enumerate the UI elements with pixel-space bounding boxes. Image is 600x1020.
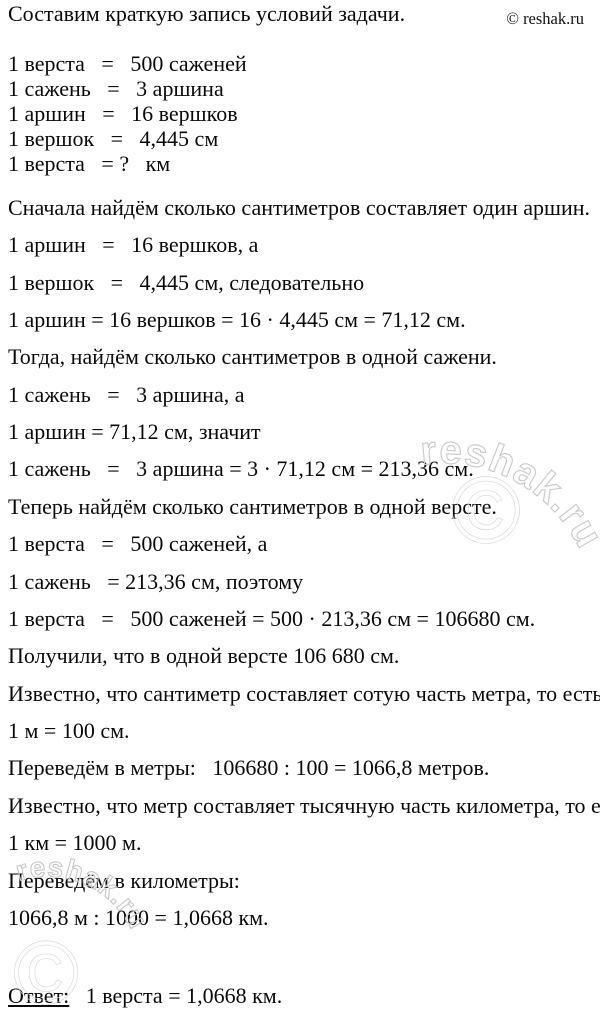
svg-text:reshak.ru: reshak.ru (13, 851, 154, 934)
